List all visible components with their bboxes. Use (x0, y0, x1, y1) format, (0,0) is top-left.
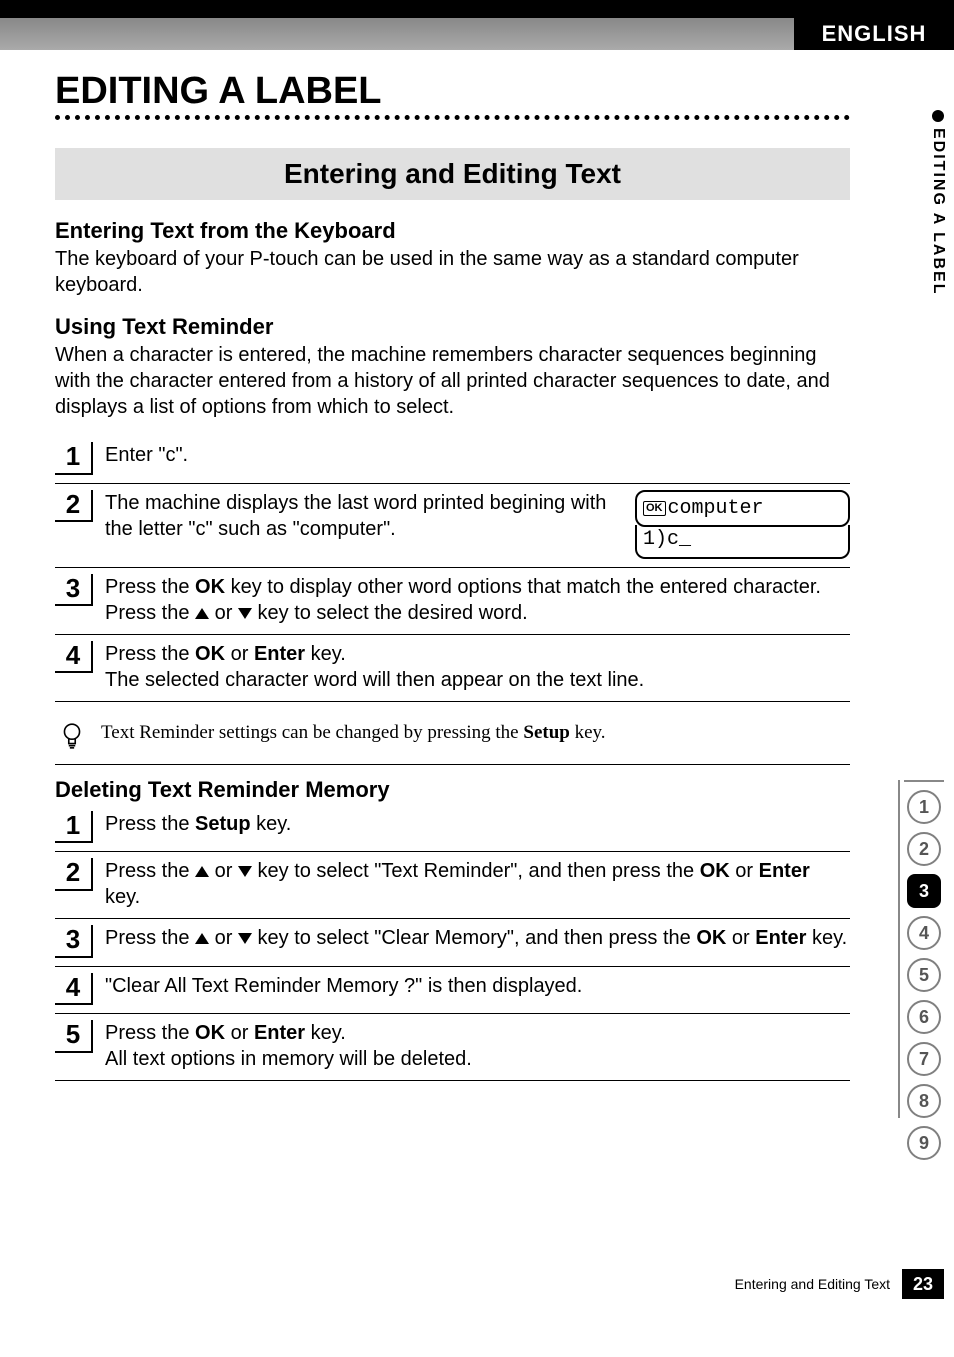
footer-text: Entering and Editing Text (735, 1276, 890, 1292)
side-dot (932, 110, 944, 122)
body-text-reminder: When a character is entered, the machine… (55, 342, 850, 420)
step-body: Press the Setup key. (105, 811, 850, 837)
step-number: 4 (55, 973, 93, 1006)
lightbulb-icon (61, 722, 83, 750)
step-row: 1 Press the Setup key. (55, 805, 850, 853)
section-tab-9[interactable]: 9 (907, 1126, 941, 1160)
tip-row: Text Reminder settings can be changed by… (55, 708, 850, 765)
step-number: 1 (55, 811, 93, 844)
subhead-entering-keyboard: Entering Text from the Keyboard (55, 218, 850, 244)
lcd-bottom-line: 1)c_ (635, 525, 850, 559)
top-black-band (0, 0, 954, 18)
section-tab-3[interactable]: 3 (907, 874, 941, 908)
step-number: 3 (55, 925, 93, 958)
section-tab-8[interactable]: 8 (907, 1084, 941, 1118)
subhead-deleting-memory: Deleting Text Reminder Memory (55, 777, 850, 803)
step-number: 2 (55, 858, 93, 891)
step-row: 3 Press the or key to select "Clear Memor… (55, 919, 850, 967)
steps-list-1: 1 Enter "c". 2 OKcomputer1)c_The machine di… (55, 436, 850, 702)
section-tab-6[interactable]: 6 (907, 1000, 941, 1034)
lcd-display: OKcomputer1)c_ (635, 490, 850, 559)
step-body: Press the OK or Enter key.The selected c… (105, 641, 850, 693)
step-body: Enter "c". (105, 442, 850, 468)
footer-page-number: 23 (902, 1269, 944, 1299)
side-label: EDITING A LABEL (929, 128, 947, 295)
step-number: 1 (55, 442, 93, 475)
step-row: 4 Press the OK or Enter key.The selected … (55, 635, 850, 702)
body-entering-keyboard: The keyboard of your P-touch can be used… (55, 246, 850, 298)
section-tab-1[interactable]: 1 (907, 790, 941, 824)
section-tab-4[interactable]: 4 (907, 916, 941, 950)
chapter-title: EDITING A LABEL (55, 70, 850, 113)
step-body: OKcomputer1)c_The machine displays the l… (105, 490, 850, 559)
section-tab-5[interactable]: 5 (907, 958, 941, 992)
step-body: "Clear All Text Reminder Memory ?" is th… (105, 973, 850, 999)
page-tabs: 1 2 3 4 5 6 7 8 9 (904, 780, 944, 1168)
step-row: 2 OKcomputer1)c_The machine displays the … (55, 484, 850, 568)
lcd-top-line: OKcomputer (635, 490, 850, 527)
subhead-text-reminder: Using Text Reminder (55, 314, 850, 340)
step-row: 4 "Clear All Text Reminder Memory ?" is t… (55, 967, 850, 1015)
step-body: Press the or key to select "Clear Memory… (105, 925, 850, 951)
step-body: Press the OK key to display other word o… (105, 574, 850, 626)
section-tab-2[interactable]: 2 (907, 832, 941, 866)
section-tab-7[interactable]: 7 (907, 1042, 941, 1076)
step-number: 3 (55, 574, 93, 607)
step-row: 5 Press the OK or Enter key.All text opti… (55, 1014, 850, 1081)
side-tab: EDITING A LABEL (922, 110, 954, 295)
step-body: Press the or key to select "Text Reminde… (105, 858, 850, 910)
step-row: 2 Press the or key to select "Text Remind… (55, 852, 850, 919)
step-number: 5 (55, 1020, 93, 1053)
page-content: EDITING A LABEL Entering and Editing Tex… (55, 62, 850, 1081)
tip-text: Text Reminder settings can be changed by… (101, 722, 606, 744)
dotted-rule (55, 115, 850, 120)
section-title: Entering and Editing Text (55, 148, 850, 200)
step-number: 4 (55, 641, 93, 674)
step-number: 2 (55, 490, 93, 523)
ok-chip-icon: OK (643, 501, 666, 516)
step-row: 1 Enter "c". (55, 436, 850, 484)
steps-list-2: 1 Press the Setup key. 2 Press the or key t… (55, 805, 850, 1082)
footer: Entering and Editing Text 23 (735, 1269, 944, 1299)
language-tab: ENGLISH (794, 18, 954, 50)
step-row: 3 Press the OK key to display other word … (55, 568, 850, 635)
step-body: Press the OK or Enter key.All text optio… (105, 1020, 850, 1072)
